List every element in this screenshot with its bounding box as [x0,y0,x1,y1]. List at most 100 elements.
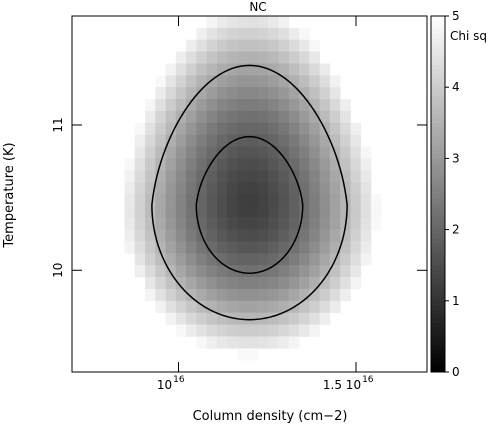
heatmap-cell [237,253,249,266]
heatmap-cell [247,122,259,136]
heatmap-cell [299,300,310,314]
heatmap-cell [350,158,362,171]
heatmap-cell [237,241,249,254]
colorbar-step [431,167,445,173]
heatmap-cell [340,265,351,278]
heatmap-cell [319,241,331,254]
heatmap-cell [155,122,166,136]
colorbar-step [431,225,445,231]
heatmap-cell [340,122,351,136]
heatmap-cell [227,110,238,124]
heatmap-cell [299,87,310,100]
heatmap-cell [340,182,351,195]
heatmap-cell [309,288,321,302]
heatmap-cell [257,229,269,242]
colorbar: 0 1 2 3 4 5 [430,9,460,379]
heatmap-cell [268,75,279,88]
heatmap-cell [175,241,187,254]
heatmap-cell [165,253,177,266]
heatmap-cell [288,265,300,278]
colorbar-step [431,220,445,226]
heatmap-cell [186,229,197,242]
heatmap-cell [175,194,187,207]
colorbar-step [431,349,445,355]
heatmap-cell [155,241,166,254]
heatmap-cell [309,158,321,171]
heatmap-cell [268,87,279,100]
heatmap-cell [216,27,228,41]
colorbar-step [431,354,445,360]
heatmap-cell [237,336,249,349]
heatmap-cell [278,288,290,302]
heatmap-cell [360,146,372,159]
colorbar-step [431,265,445,271]
colorbar-tick-label: 5 [452,9,460,23]
colorbar-step [431,207,445,213]
heatmap-cell [237,75,249,88]
heatmap-cell [288,288,300,302]
colorbar-step [431,194,445,199]
contour-outer [151,64,348,321]
heatmap-cell [227,277,238,290]
heatmap-cell [299,63,310,76]
colorbar-step [431,296,445,302]
heatmap-cell [278,170,290,183]
heatmap-cell [165,288,177,302]
heatmap-cell [175,134,187,147]
heatmap-cell [186,63,197,76]
heatmap-cell [247,194,259,207]
heatmap-cell [145,134,156,147]
heatmap-cell [206,16,218,29]
heatmap-cell [247,253,259,266]
heatmap-cell [278,194,290,207]
heatmap-cell [216,51,228,64]
colorbar-step [431,56,445,61]
heatmap-cell [299,134,310,147]
heatmap-cell [329,134,341,147]
heatmap-cell [247,300,259,314]
heatmap-cell [278,182,290,195]
heatmap-cell [216,122,228,136]
heatmap-cell [206,229,218,242]
heatmap-cell [155,265,166,278]
heatmap-cell [247,110,259,124]
heatmap-cell [319,63,331,76]
y-tick-label: 11 [51,117,65,132]
heatmap-cell [319,277,331,290]
heatmap-cell [268,182,279,195]
heatmap-cell [288,134,300,147]
heatmap-cell [247,277,259,290]
heatmap-cell [227,63,238,76]
colorbar-step [431,96,445,102]
heatmap-cell [145,277,156,290]
heatmap-cell [237,122,249,136]
heatmap-cell [196,170,208,183]
heatmap-cell [186,241,197,254]
heatmap-cell [340,205,351,219]
heatmap-cell [309,229,321,242]
heatmap-cell [216,277,228,290]
heatmap-cell [288,336,300,349]
heatmap-cell [216,182,228,195]
colorbar-step [431,211,445,217]
heatmap-cell [257,194,269,207]
heatmap-cell [319,110,331,124]
heatmap-cell [237,194,249,207]
heatmap-cell [134,158,146,171]
heatmap-cell [268,27,279,41]
heatmap-cell [196,253,208,266]
heatmap-cell [237,300,249,314]
heatmap-cell [165,205,177,219]
heatmap-cell [165,122,177,136]
heatmap-cell [216,87,228,100]
colorbar-step [431,176,445,182]
heatmap-cell [278,158,290,171]
heatmap-cell [124,182,136,195]
colorbar-step [431,131,445,137]
heatmap-cell [288,39,300,52]
heatmap-cell [237,110,249,124]
heatmap-cell [278,87,290,100]
colorbar-step [431,51,445,57]
heatmap-cell [288,324,300,337]
heatmap-cell [145,194,156,207]
